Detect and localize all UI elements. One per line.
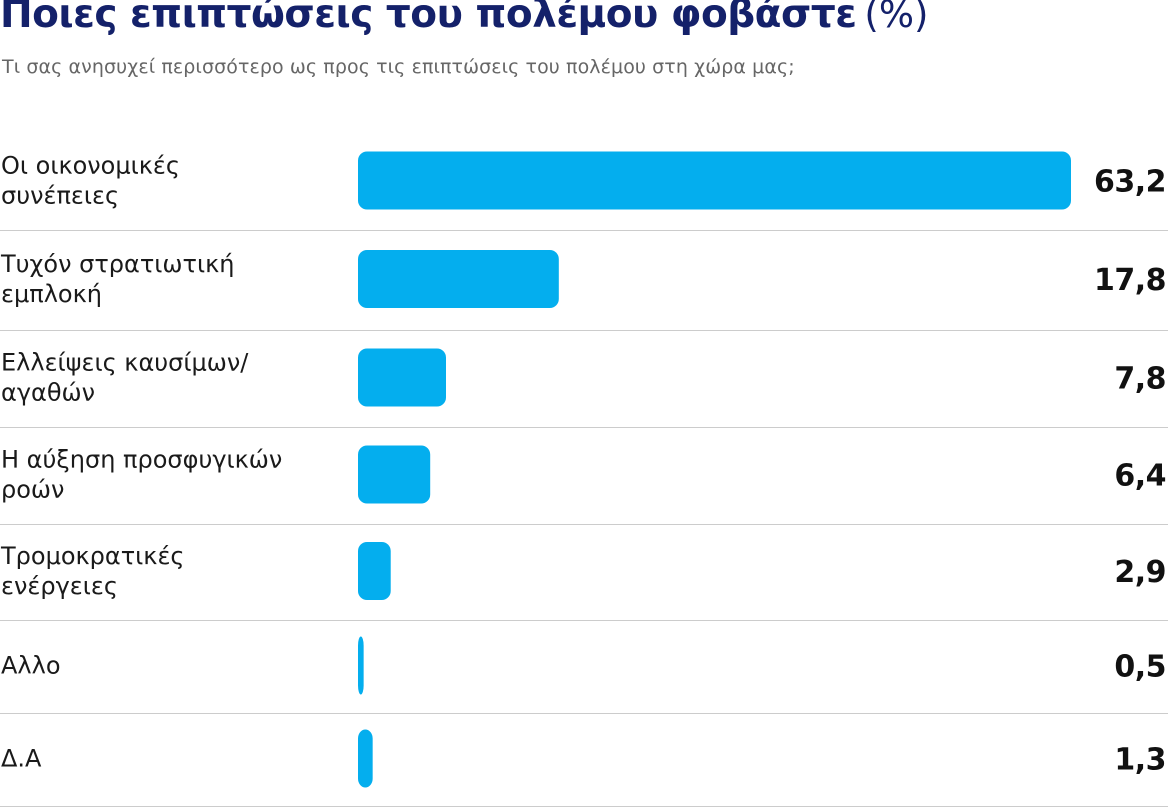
category-label-line: ροών: [1, 476, 64, 504]
category-label: Δ.Α: [1, 745, 42, 773]
bar: [358, 542, 391, 600]
bar: [358, 151, 1071, 210]
category-label-line: Δ.Α: [1, 745, 42, 773]
bar: [358, 250, 559, 308]
value-label: 2,9: [1114, 555, 1166, 590]
chart-title: Ποιες επιπτώσεις του πολέμου φοβάστε: [0, 0, 857, 37]
bar: [358, 348, 446, 407]
value-label: 63,2: [1094, 165, 1166, 200]
value-label: 6,4: [1114, 459, 1166, 494]
category-label-line: Τυχόν στρατιωτική: [0, 250, 234, 278]
value-label: 0,5: [1114, 650, 1166, 685]
chart-title-unit: (%): [864, 0, 929, 36]
category-label: Ελλείψεις καυσίμων/αγαθών: [1, 349, 249, 407]
category-label-line: εμπλοκή: [1, 280, 102, 308]
category-label: Τρομοκρατικές ενέργειες: [0, 542, 185, 600]
category-label-line: συνέπειες: [1, 182, 119, 210]
category-label-line: Αλλο: [1, 652, 61, 680]
category-label: Η αύξηση προσφυγικών ροών: [1, 446, 282, 504]
category-label: Οι οικονομικές συνέπειες: [1, 152, 180, 210]
bar: [358, 729, 373, 788]
category-label-line: Η αύξηση προσφυγικών: [1, 446, 282, 474]
category-label-line: Οι οικονομικές: [1, 152, 180, 180]
value-label: 7,8: [1114, 362, 1166, 397]
chart-title-block: Ποιες επιπτώσεις του πολέμου φοβάστε (%): [0, 0, 928, 37]
category-label: Τυχόν στρατιωτική εμπλοκή: [0, 250, 234, 308]
value-label: 17,8: [1094, 263, 1166, 298]
category-label: Αλλο: [1, 652, 61, 680]
bar-chart: Οι οικονομικές συνέπειες 63,2 Τυχόν στρατιω…: [0, 133, 1168, 808]
bar-chart-svg: Οι οικονομικές συνέπειες 63,2 Τυχόν στρατιω…: [0, 151, 1168, 807]
bar: [358, 636, 364, 695]
chart-subtitle: Τι σας ανησυχεί περισσότερο ως προς τις …: [2, 56, 795, 78]
category-label-line: αγαθών: [1, 379, 95, 407]
category-label-line: Τρομοκρατικές: [0, 542, 185, 570]
category-label-line: Ελλείψεις καυσίμων/: [1, 349, 249, 377]
bar: [358, 445, 431, 504]
category-label-line: ενέργειες: [1, 572, 118, 600]
value-label: 1,3: [1114, 743, 1166, 778]
